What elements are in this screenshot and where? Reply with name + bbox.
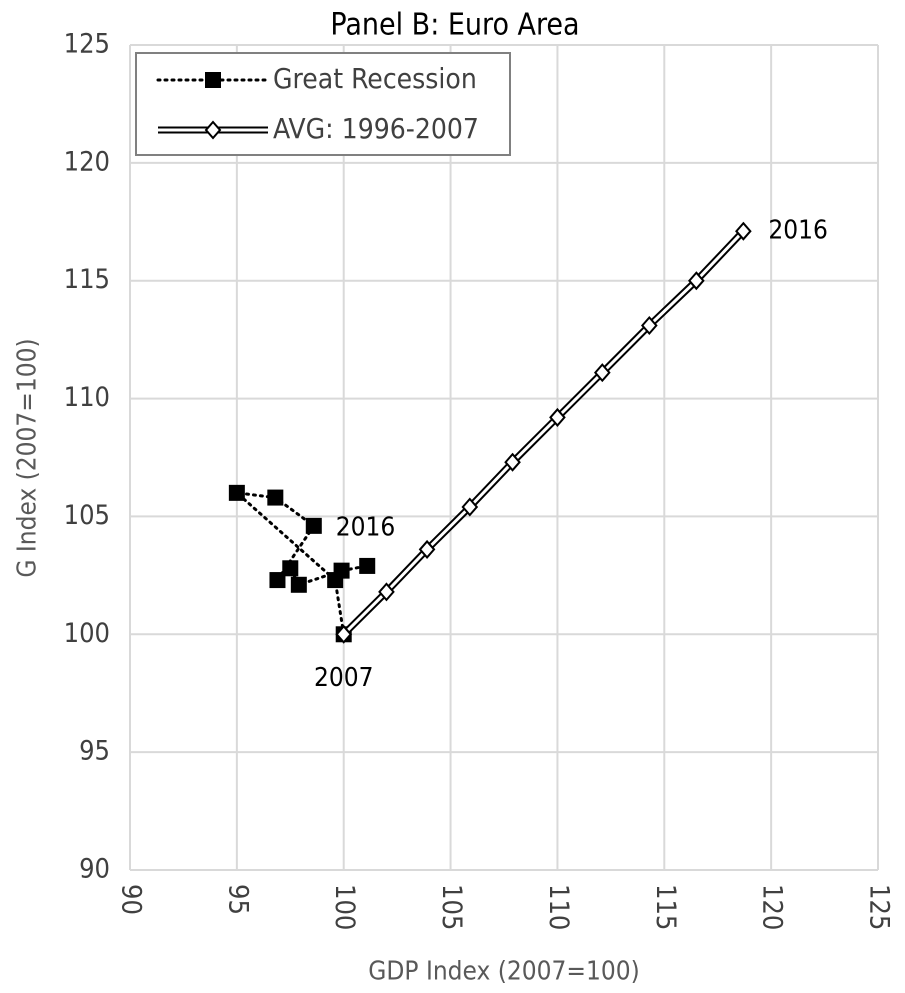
y-tick-label: 120 [64, 146, 110, 177]
y-tick-label: 125 [64, 29, 110, 60]
x-tick-label: 90 [116, 884, 147, 915]
point [688, 271, 705, 291]
y-tick-label: 115 [64, 264, 110, 295]
y-tick-label: 95 [79, 736, 110, 767]
point [267, 489, 284, 506]
series-line [232, 490, 369, 636]
chart-title: Panel B: Euro Area [330, 8, 579, 43]
y-tick-label: 90 [79, 854, 110, 885]
x-tick-label: 100 [329, 884, 360, 930]
y-tick-label: 105 [64, 500, 110, 531]
x-axis-label: GDP Index (2007=100) [368, 957, 639, 987]
point [418, 539, 436, 559]
annotation: 2016 [768, 216, 828, 246]
y-tick-label: 110 [64, 382, 110, 413]
point [504, 452, 521, 472]
annotation: 2007 [314, 663, 374, 693]
point [228, 484, 245, 501]
x-tick-label: 125 [864, 884, 895, 930]
point [333, 562, 350, 579]
point [335, 624, 353, 644]
legend-marker [205, 72, 221, 88]
point [378, 582, 395, 602]
x-tick-label: 110 [543, 884, 574, 930]
point [593, 363, 611, 383]
x-tick-label: 105 [436, 884, 467, 930]
point [282, 560, 299, 577]
y-axis-label: G Index (2007=100) [13, 338, 43, 577]
y-tick-label: 100 [64, 618, 110, 649]
legend-box [135, 52, 511, 156]
point [359, 557, 376, 574]
point [461, 497, 479, 517]
point [269, 572, 286, 589]
x-tick-label: 115 [650, 884, 681, 930]
series-line [342, 230, 745, 636]
x-tick-label: 120 [757, 884, 788, 930]
point [735, 221, 752, 241]
legend-label: AVG: 1996-2007 [273, 112, 479, 145]
point [305, 517, 322, 534]
annotation: 2016 [336, 512, 396, 542]
legend-label: Great Recession [273, 62, 477, 95]
x-tick-label: 95 [222, 884, 253, 915]
point [290, 576, 307, 593]
point [640, 315, 658, 336]
point [549, 407, 566, 427]
legend-marker [204, 120, 222, 140]
